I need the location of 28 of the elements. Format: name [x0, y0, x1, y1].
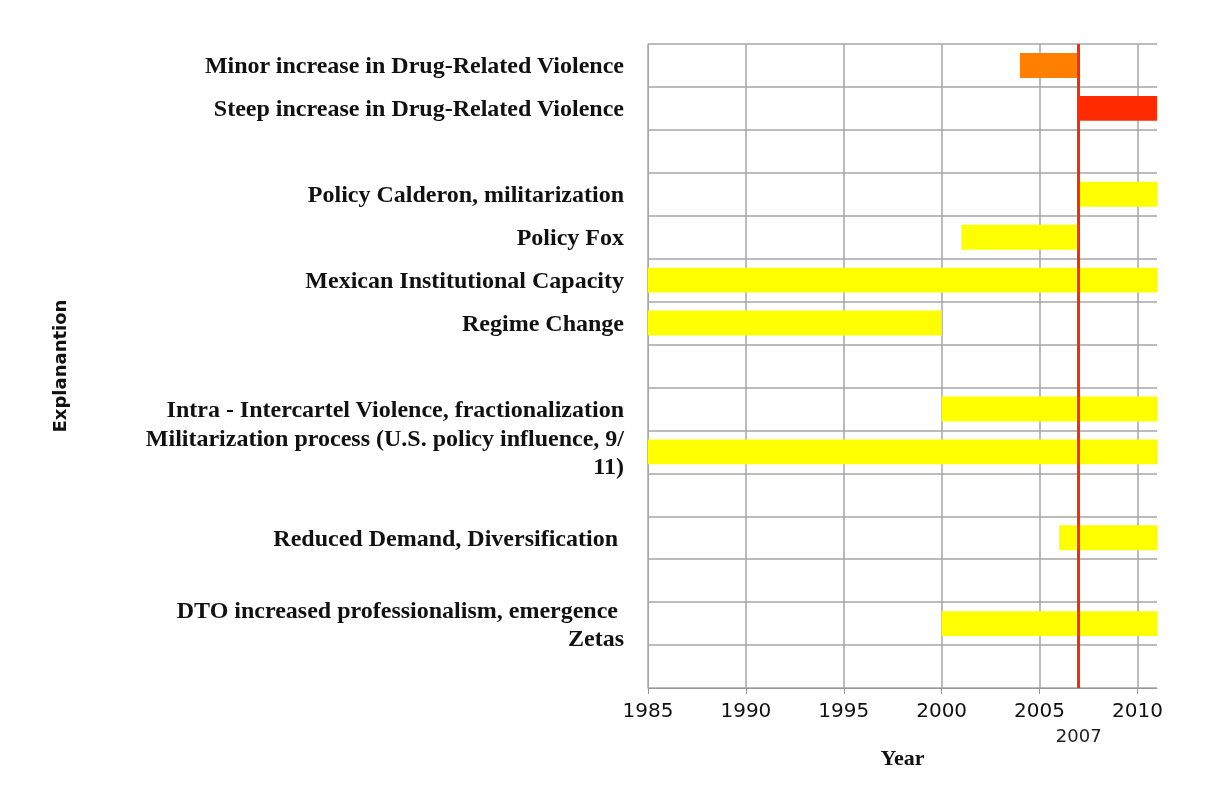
x-tick-label: 2000 — [916, 698, 968, 722]
y-axis-title: Explanantion — [48, 299, 70, 433]
y-tick-label: Militarization process (U.S. policy influence, 9/11) — [145, 424, 625, 479]
bar — [961, 224, 1079, 250]
x-tick-label: 1995 — [818, 698, 870, 722]
x-tick-label: 1990 — [720, 698, 772, 722]
bar — [1078, 181, 1157, 207]
x-tick-label: 1985 — [622, 698, 674, 722]
y-tick-label: Intra - Intercartel Violence, fractionalization — [166, 395, 624, 422]
y-tick-label: Reduced Demand, Diversification — [273, 524, 624, 551]
bar — [648, 439, 1157, 465]
bar — [648, 310, 942, 336]
bar — [941, 396, 1157, 422]
bar — [648, 267, 1157, 293]
x-tick-label: 2010 — [1111, 698, 1163, 722]
y-tick-label: Minor increase in Drug-Related Violence — [204, 52, 625, 79]
x-axis-title: Year — [880, 744, 925, 770]
y-tick-label: Steep increase in Drug-Related Violence — [213, 95, 625, 122]
y-tick-label: Regime Change — [462, 310, 625, 337]
y-tick-label: Mexican Institutional Capacity — [305, 267, 624, 294]
x-tick-label: 2005 — [1014, 698, 1065, 722]
y-tick-label: Policy Fox — [516, 224, 624, 251]
bar — [1019, 53, 1079, 78]
y-tick-label: Policy Calderon, militarization — [307, 181, 624, 208]
y-tick-label: DTO increased professionalism, emergence Zetas — [176, 596, 624, 651]
bar — [1059, 525, 1157, 551]
ref-line-label: 2007 — [1055, 724, 1102, 746]
bar — [941, 611, 1157, 637]
